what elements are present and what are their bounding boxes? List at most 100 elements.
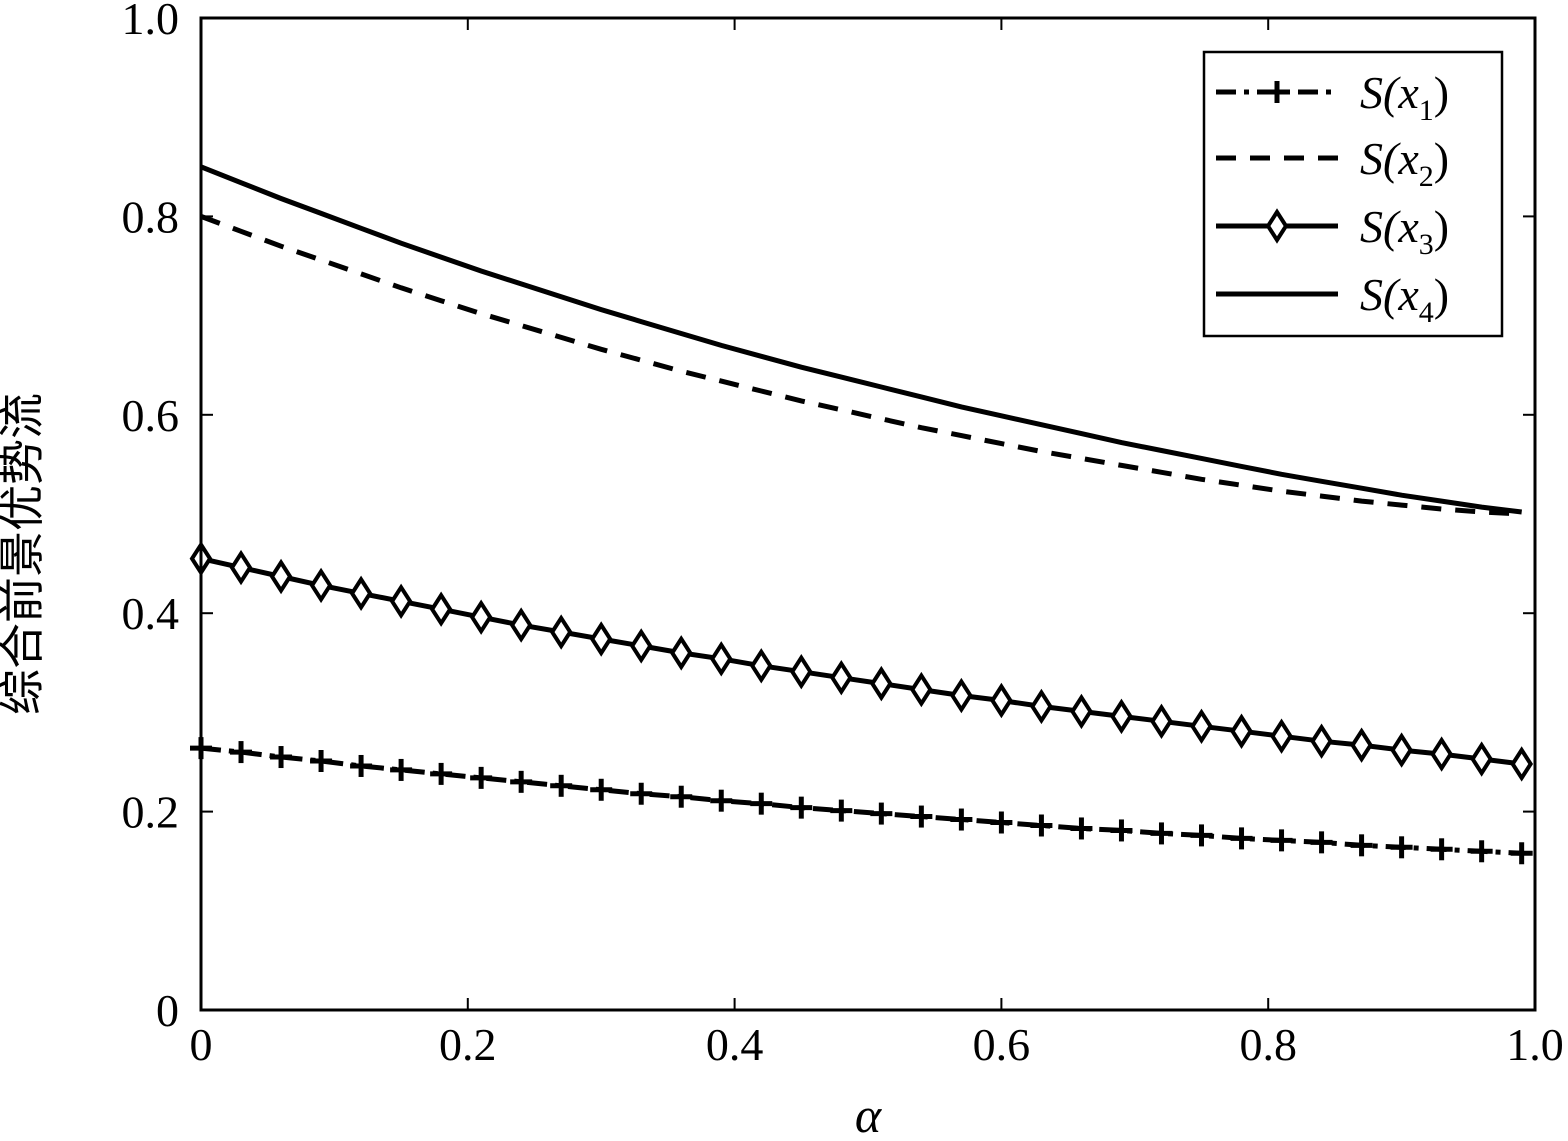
data-point	[1390, 836, 1413, 859]
data-point	[229, 549, 253, 586]
data-point	[270, 746, 293, 769]
legend-entry-4: S(x4)	[1216, 269, 1449, 329]
data-point	[790, 796, 813, 819]
data-point	[1470, 840, 1493, 863]
legend-entry-1: S(x1)	[1216, 67, 1449, 127]
x-tick-label: 0.8	[1239, 1019, 1297, 1070]
series-line-2	[200, 214, 1522, 517]
x-tick-label: 0.6	[973, 1019, 1031, 1070]
y-tick-label: 1.0	[122, 0, 180, 44]
x-tick-label: 0.2	[439, 1019, 497, 1070]
series-line-4	[200, 164, 1523, 515]
x-tick-label: 0.4	[706, 1019, 764, 1070]
data-point	[310, 750, 333, 773]
y-axis-label-group: 综合前景优势流	[0, 393, 49, 715]
data-point	[750, 792, 773, 815]
legend: S(x1)S(x2) S(x3) S(x4)	[1202, 50, 1504, 338]
legend-label: S(x2)	[1360, 133, 1449, 193]
data-point	[789, 654, 813, 690]
axes: 0 0.2 0.4 0.6 0.8 1.0 0 0.2 0.4 0.6 0.8 1.0	[122, 0, 1564, 1070]
data-point	[1110, 698, 1133, 735]
legend-marker	[1266, 81, 1288, 103]
legend-label: S(x3)	[1360, 201, 1449, 261]
data-point	[590, 778, 613, 801]
data-point	[309, 567, 333, 604]
data-point	[869, 665, 893, 702]
series-line-1	[200, 745, 1522, 856]
data-point	[749, 648, 773, 684]
x-axis-label: α	[855, 1087, 883, 1141]
data-point	[990, 682, 1013, 719]
data-point	[830, 799, 853, 822]
data-point	[1030, 688, 1053, 725]
data-point	[1310, 723, 1333, 759]
data-point	[1430, 736, 1453, 772]
data-point	[389, 583, 413, 619]
series-3	[189, 540, 1534, 782]
data-point	[509, 607, 533, 643]
data-point	[1470, 741, 1494, 777]
data-point	[710, 789, 733, 812]
data-point	[390, 758, 413, 781]
data-point	[1070, 693, 1093, 730]
legend-marker	[1265, 208, 1289, 244]
data-point	[1230, 827, 1253, 850]
data-point	[269, 558, 293, 595]
data-point	[350, 754, 373, 777]
data-point	[1390, 732, 1413, 768]
data-point	[1230, 713, 1253, 749]
data-point	[230, 741, 253, 764]
data-point	[1030, 814, 1053, 837]
plot-frame	[199, 16, 1537, 1012]
data-point	[349, 575, 373, 612]
y-tick-label: 0.8	[122, 191, 180, 242]
data-point	[1110, 819, 1133, 842]
legend-entry-3: S(x3)	[1216, 201, 1449, 261]
x-tick-label: 1.0	[1506, 1019, 1564, 1070]
data-point	[429, 591, 453, 627]
data-point	[950, 677, 973, 714]
data-point	[1150, 822, 1173, 845]
data-point	[670, 785, 693, 808]
legend-box	[1202, 50, 1504, 338]
data-point	[829, 659, 853, 696]
data-point	[1070, 817, 1093, 840]
legend-label: S(x4)	[1360, 269, 1449, 329]
data-point	[549, 614, 573, 650]
data-point	[1510, 746, 1534, 782]
data-point	[510, 770, 533, 793]
series-line-3	[200, 556, 1523, 767]
series-2	[200, 214, 1522, 517]
data-point	[630, 782, 653, 805]
data-point	[469, 599, 493, 635]
x-tick-label: 0	[190, 1019, 213, 1070]
data-point	[430, 762, 453, 785]
y-tick-label: 0.6	[122, 390, 180, 441]
data-point	[950, 808, 973, 831]
y-tick-label: 0	[156, 985, 179, 1036]
legend-entry-2: S(x2)	[1216, 133, 1449, 193]
y-axis-label: 综合前景优势流	[0, 393, 49, 715]
data-point	[1430, 838, 1453, 861]
data-point	[1350, 834, 1373, 857]
data-point	[990, 811, 1013, 834]
data-point	[910, 805, 933, 828]
data-point	[709, 641, 733, 677]
data-point	[589, 621, 613, 657]
y-tick-label: 0.2	[122, 787, 180, 838]
data-point	[1350, 727, 1373, 763]
data-point	[909, 671, 933, 708]
y-tick-label: 0.4	[122, 588, 180, 639]
series-4	[200, 164, 1523, 515]
data-point	[1190, 824, 1213, 847]
data-point	[470, 766, 493, 789]
legend-label: S(x1)	[1360, 67, 1449, 127]
data-point	[1310, 831, 1333, 854]
data-point	[870, 802, 893, 825]
data-point	[1510, 842, 1533, 865]
plot-area	[189, 164, 1534, 865]
data-point	[1270, 718, 1293, 754]
data-point	[1270, 829, 1293, 852]
data-point	[1190, 708, 1213, 744]
